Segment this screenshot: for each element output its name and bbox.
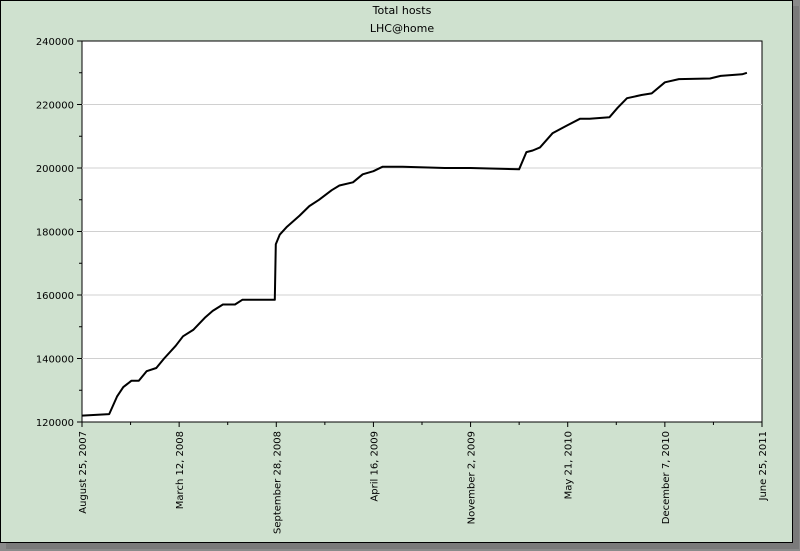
y-tick-label: 200000 — [36, 164, 74, 175]
x-tick-label: May 21, 2010 — [564, 431, 575, 499]
gridlines — [82, 104, 762, 359]
y-tick-label: 140000 — [36, 355, 74, 366]
y-tick-label: 240000 — [36, 37, 74, 48]
y-tick-label: 180000 — [36, 228, 74, 239]
chart-subtitle: LHC@home — [370, 22, 434, 35]
chart-frame: Total hosts LHC@home 120000 140000 160000 1… — [0, 0, 793, 543]
y-tick-label: 120000 — [36, 418, 74, 429]
x-tick-label: November 2, 2009 — [467, 431, 478, 524]
x-tick-label: June 25, 2011 — [758, 431, 769, 502]
x-tick-label: March 12, 2008 — [175, 431, 186, 509]
x-axis: August 25, 2007 March 12, 2008 September 2… — [78, 422, 769, 534]
x-tick-label: December 7, 2010 — [661, 431, 672, 524]
y-axis: 120000 140000 160000 180000 200000 220000 2400… — [36, 37, 82, 429]
total-hosts-line — [81, 71, 748, 417]
x-tick-label: April 16, 2009 — [369, 431, 380, 502]
x-tick-label: September 28, 2008 — [272, 431, 283, 534]
chart-title: Total hosts — [372, 4, 432, 17]
x-tick-label: August 25, 2007 — [78, 431, 89, 514]
series-layer — [81, 71, 748, 417]
y-tick-label: 220000 — [36, 101, 74, 112]
y-tick-label: 160000 — [36, 291, 74, 302]
